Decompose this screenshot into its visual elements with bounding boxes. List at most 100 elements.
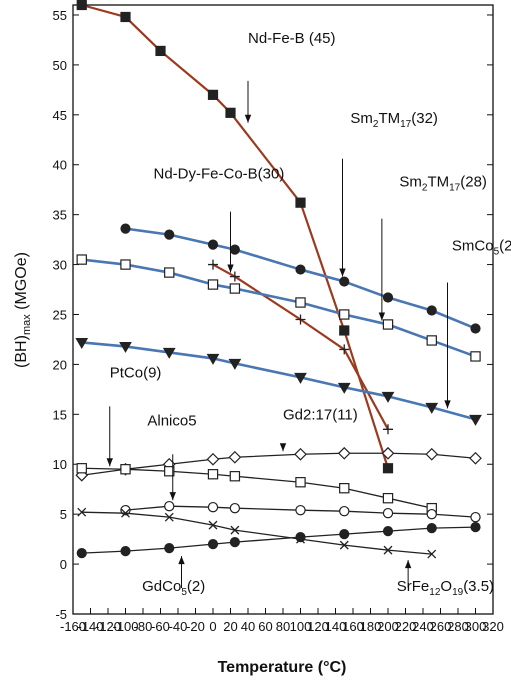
- x-tick-label: -140: [77, 619, 103, 634]
- data-point: [225, 107, 236, 118]
- x-tick-label: -120: [95, 619, 121, 634]
- data-point: [425, 447, 439, 461]
- data-point: [337, 446, 351, 460]
- data-point: [382, 463, 394, 474]
- data-point: [427, 549, 437, 559]
- data-point: [208, 520, 218, 530]
- annotation-label-part: Gd2:17(11): [283, 406, 358, 423]
- data-point: [121, 508, 130, 518]
- x-tick-label: 0: [209, 619, 216, 634]
- data-point: [383, 424, 393, 435]
- data-point: [120, 464, 131, 475]
- data-point: [295, 504, 306, 516]
- data-point: [339, 276, 350, 287]
- annotation-label: Nd-Fe-B (45): [248, 30, 336, 47]
- annotation-arrowhead: [444, 400, 451, 409]
- data-point: [469, 451, 482, 465]
- annotation-label: Sm2TM17(28): [399, 174, 487, 194]
- annotation-label-part: 5: [494, 247, 500, 258]
- series-0: [76, 0, 394, 474]
- annotation-4: SmCo5(20): [444, 238, 511, 409]
- annotation-label-part: 2: [422, 183, 428, 194]
- annotation-label-part: 19: [452, 587, 464, 598]
- annotation-5: PtCo(9): [106, 364, 161, 467]
- annotation-arrowhead: [169, 492, 176, 501]
- data-point: [164, 500, 175, 512]
- data-point: [337, 382, 351, 394]
- annotation-label: Sm2TM17(32): [350, 110, 438, 130]
- annotation-label-part: SmCo: [452, 238, 494, 255]
- data-point: [208, 259, 218, 270]
- data-point: [426, 523, 437, 534]
- series-8: [77, 507, 437, 559]
- annotation-2: Nd-Dy-Fe-Co-B(30): [154, 166, 285, 273]
- annotation-1: Sm2TM17(32): [339, 110, 438, 277]
- data-point: [382, 319, 394, 330]
- y-axis-title-sub: max: [21, 314, 33, 335]
- x-ticks: -160-140-120-100-80-60-40-20 0 20 40 60 80 100…: [60, 608, 504, 634]
- annotation-arrowhead: [106, 458, 113, 467]
- annotation-6: Alnico5: [147, 412, 197, 501]
- x-tick-label: 120: [307, 619, 329, 634]
- y-tick-label: 30: [53, 258, 67, 273]
- annotation-9: SrFe12O19(3.5): [397, 560, 494, 598]
- data-point: [295, 297, 306, 308]
- annotation-label-part: Nd-Fe-B (45): [248, 30, 336, 47]
- annotation-label: SrFe12O19(3.5): [397, 578, 494, 598]
- data-point: [382, 292, 394, 303]
- series-5: [75, 446, 482, 482]
- series-line: [81, 258, 476, 358]
- data-point: [425, 402, 439, 414]
- data-point: [381, 446, 395, 460]
- series-line: [81, 526, 476, 554]
- x-tick-label: 40: [241, 619, 255, 634]
- y-tick-label: 20: [53, 357, 67, 372]
- x-tick-label: -80: [134, 619, 153, 634]
- annotation-arrowhead: [178, 556, 185, 565]
- x-tick-label: 320: [482, 619, 504, 634]
- annotation-label-part: Sm: [399, 174, 422, 191]
- x-axis-title: Temperature (°C): [218, 659, 347, 676]
- annotation-label-part: TM: [378, 110, 400, 127]
- annotation-0: Nd-Fe-B (45): [244, 30, 336, 123]
- x-tick-label: 80: [276, 619, 290, 634]
- annotation-label-part: 2: [373, 119, 379, 130]
- series-3: [76, 254, 481, 362]
- series-line: [81, 341, 476, 421]
- data-point: [339, 309, 350, 320]
- data-point: [229, 471, 241, 482]
- data-point: [207, 539, 219, 550]
- annotation-label-part: O: [440, 578, 452, 595]
- x-tick-label: -40: [169, 619, 188, 634]
- y-tick-label: 35: [53, 208, 67, 223]
- series-line: [81, 3, 390, 469]
- x-tick-label: 140: [325, 619, 347, 634]
- series-2: [120, 223, 481, 334]
- annotation-label-part: (32): [411, 110, 438, 127]
- y-tick-label: 45: [53, 108, 67, 123]
- data-point: [339, 483, 350, 494]
- y-tick-label: 15: [53, 407, 67, 422]
- data-point: [162, 347, 176, 359]
- annotation-arrowhead: [404, 560, 412, 569]
- y-tick-label: 40: [53, 158, 67, 173]
- annotation-label-part: Nd-Dy-Fe-Co-B(30): [154, 166, 285, 183]
- x-tick-label: 280: [447, 619, 469, 634]
- annotation-arrowhead: [339, 268, 346, 277]
- data-point: [206, 452, 220, 466]
- annotation-label: GdCo5(2): [142, 578, 205, 598]
- data-point: [470, 323, 481, 334]
- data-point: [426, 335, 437, 346]
- data-point: [295, 197, 306, 208]
- data-point: [229, 283, 241, 294]
- data-point: [119, 341, 132, 353]
- series-line: [81, 511, 432, 555]
- x-tick-label: 180: [360, 619, 382, 634]
- data-point: [294, 447, 307, 461]
- data-point: [426, 508, 437, 520]
- data-point: [76, 548, 87, 559]
- data-point: [207, 279, 219, 290]
- data-point: [120, 11, 131, 23]
- series-9: [76, 522, 481, 559]
